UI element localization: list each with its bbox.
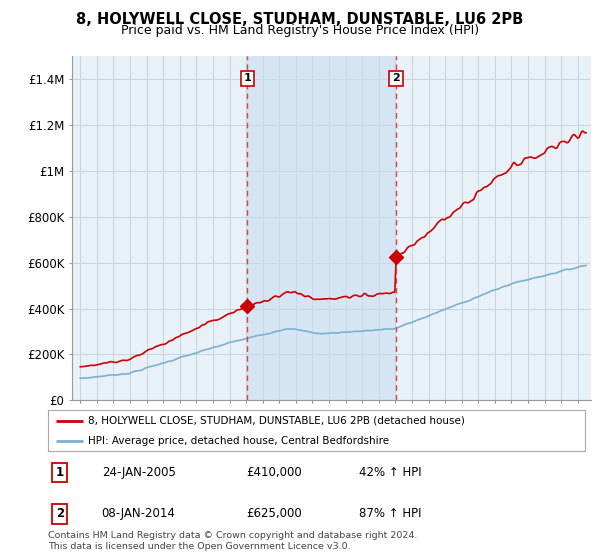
Text: 42% ↑ HPI: 42% ↑ HPI	[359, 466, 422, 479]
Text: 1: 1	[56, 466, 64, 479]
Text: Price paid vs. HM Land Registry's House Price Index (HPI): Price paid vs. HM Land Registry's House …	[121, 24, 479, 36]
Text: Contains HM Land Registry data © Crown copyright and database right 2024.: Contains HM Land Registry data © Crown c…	[48, 531, 418, 540]
Text: £625,000: £625,000	[247, 507, 302, 520]
Text: 2: 2	[56, 507, 64, 520]
Bar	[247, 56, 396, 400]
Text: HPI: Average price, detached house, Central Bedfordshire: HPI: Average price, detached house, Cent…	[88, 436, 389, 446]
Text: £410,000: £410,000	[247, 466, 302, 479]
Text: 2: 2	[392, 73, 400, 83]
Text: 87% ↑ HPI: 87% ↑ HPI	[359, 507, 422, 520]
Text: 8, HOLYWELL CLOSE, STUDHAM, DUNSTABLE, LU6 2PB: 8, HOLYWELL CLOSE, STUDHAM, DUNSTABLE, L…	[76, 12, 524, 27]
Text: 1: 1	[244, 73, 251, 83]
Text: This data is licensed under the Open Government Licence v3.0.: This data is licensed under the Open Gov…	[48, 542, 350, 551]
Text: 8, HOLYWELL CLOSE, STUDHAM, DUNSTABLE, LU6 2PB (detached house): 8, HOLYWELL CLOSE, STUDHAM, DUNSTABLE, L…	[88, 416, 465, 426]
Text: 08-JAN-2014: 08-JAN-2014	[102, 507, 176, 520]
Text: 24-JAN-2005: 24-JAN-2005	[102, 466, 176, 479]
